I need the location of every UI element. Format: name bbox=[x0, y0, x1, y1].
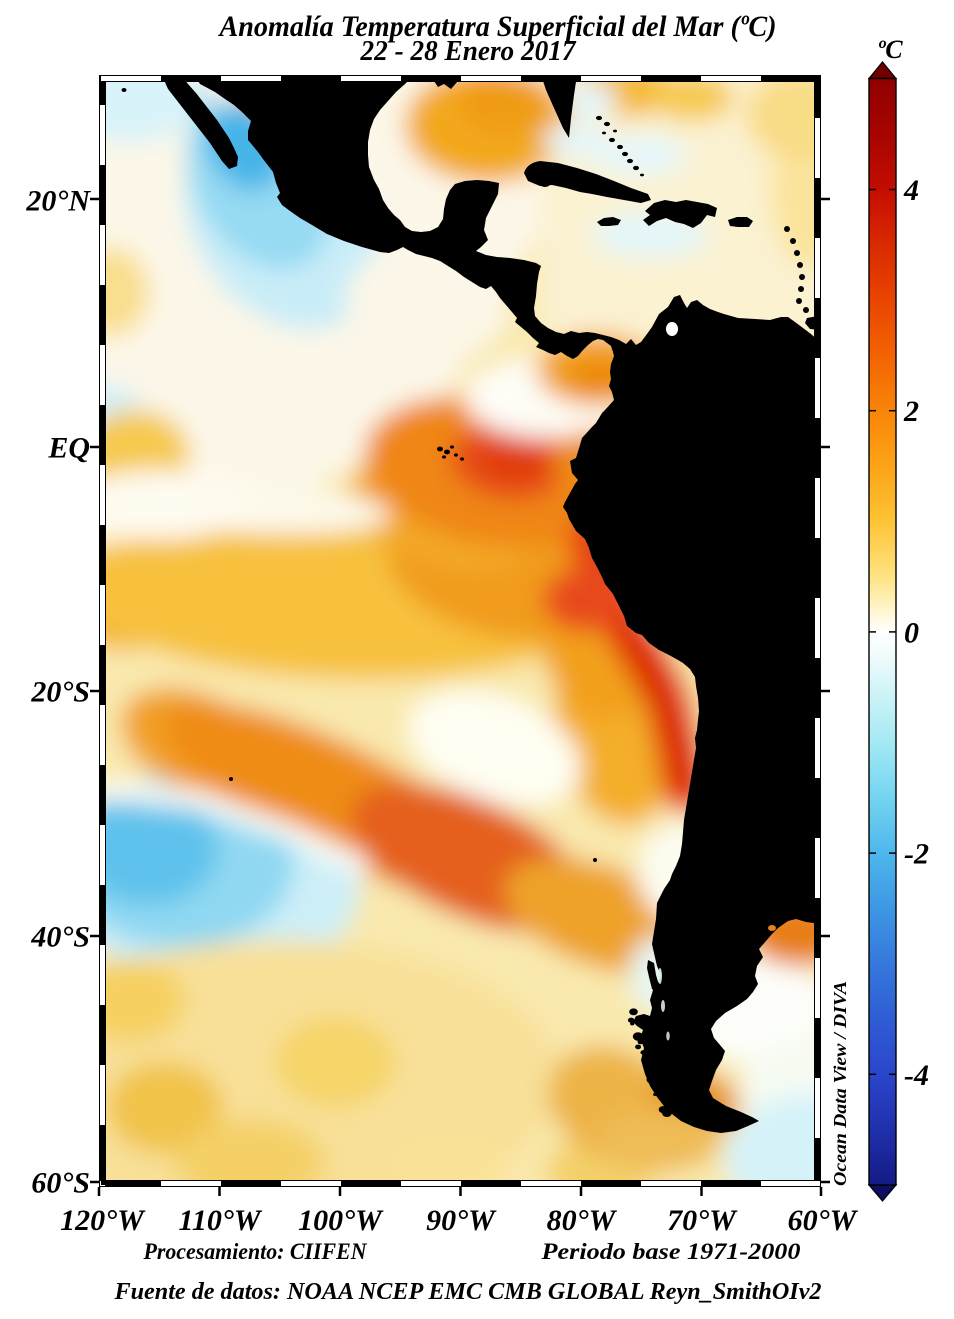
svg-text:Periodo base 1971-2000: Periodo base 1971-2000 bbox=[540, 1239, 801, 1264]
svg-text:-4: -4 bbox=[904, 1059, 929, 1092]
svg-text:70°W: 70°W bbox=[667, 1204, 738, 1237]
svg-text:60°S: 60°S bbox=[31, 1167, 90, 1200]
svg-text:Anomalía Temperatura Superfici: Anomalía Temperatura Superficial del Mar… bbox=[218, 10, 777, 43]
svg-text:110°W: 110°W bbox=[178, 1204, 262, 1237]
svg-text:EQ: EQ bbox=[47, 432, 90, 465]
svg-text:90°W: 90°W bbox=[426, 1204, 497, 1237]
svg-text:40°S: 40°S bbox=[30, 921, 90, 954]
svg-text:80°W: 80°W bbox=[547, 1204, 618, 1237]
svg-text:0: 0 bbox=[904, 616, 919, 649]
svg-text:2: 2 bbox=[903, 395, 919, 428]
svg-text:Procesamiento: CIIFEN: Procesamiento: CIIFEN bbox=[143, 1239, 368, 1264]
svg-text:ºC: ºC bbox=[877, 35, 903, 64]
svg-text:4: 4 bbox=[903, 174, 919, 207]
svg-text:120°W: 120°W bbox=[60, 1204, 146, 1237]
svg-text:20°S: 20°S bbox=[30, 676, 90, 709]
svg-text:60°W: 60°W bbox=[788, 1204, 859, 1237]
svg-text:20°N: 20°N bbox=[25, 185, 91, 218]
svg-text:22 - 28 Enero 2017: 22 - 28 Enero 2017 bbox=[360, 36, 577, 67]
svg-text:-2: -2 bbox=[904, 838, 929, 871]
svg-text:Fuente de datos: NOAA NCEP EMC: Fuente de datos: NOAA NCEP EMC CMB GLOBA… bbox=[113, 1279, 821, 1305]
svg-text:100°W: 100°W bbox=[298, 1204, 384, 1237]
svg-text:Ocean Data View / DIVA: Ocean Data View / DIVA bbox=[830, 981, 850, 1186]
